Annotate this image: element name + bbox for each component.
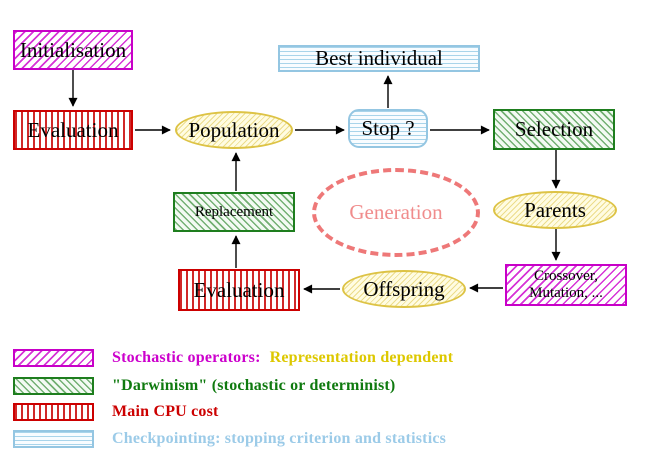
node-replacement: Replacement [173, 192, 295, 232]
legend-label-stochastic-operators: Stochastic operators: [112, 349, 261, 366]
legend-swatch-darwinism [13, 377, 94, 395]
node-evaluation-bottom: Evaluation [178, 269, 300, 311]
node-offspring: Offspring [342, 270, 466, 308]
node-parents: Parents [493, 191, 617, 229]
legend-swatch-cpu-cost [13, 403, 94, 421]
legend-label-checkpointing: Checkpointing: stopping criterion and st… [112, 430, 447, 447]
legend-swatch-checkpointing [13, 430, 94, 448]
node-selection: Selection [493, 109, 615, 150]
legend-label-cpu-cost: Main CPU cost [112, 403, 219, 420]
legend-label-representation-dependent: Representation dependent [269, 349, 454, 366]
legend-swatch-stochastic-operators [13, 349, 94, 367]
node-population: Population [175, 111, 293, 149]
crossover-label-line2: Mutation, ... [529, 285, 603, 301]
crossover-label-line1: Crossover, [534, 268, 598, 285]
legend-row-stochastic-operators: Stochastic operators: Representation depe… [112, 349, 453, 367]
node-stop: Stop ? [348, 109, 428, 148]
legend-label-darwinism: "Darwinism" (stochastic or determinist) [112, 377, 396, 394]
node-initialisation: Initialisation [13, 30, 133, 70]
node-crossover-mutation: Crossover, Mutation, ... [505, 264, 627, 306]
node-best-individual: Best individual [278, 45, 480, 72]
node-evaluation-top: Evaluation [13, 110, 133, 150]
node-generation: Generation [312, 168, 480, 257]
